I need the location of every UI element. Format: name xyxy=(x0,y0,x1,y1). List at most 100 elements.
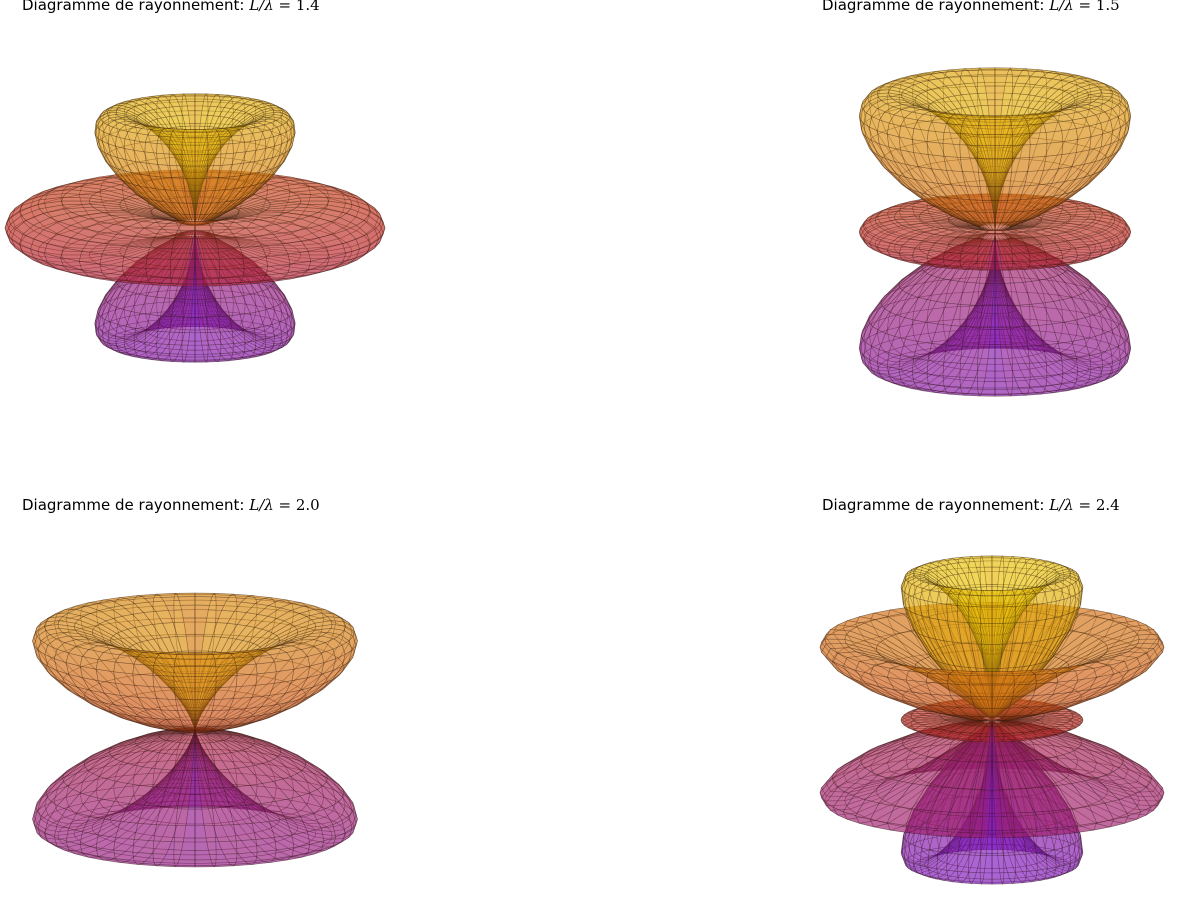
surface-facet xyxy=(118,100,133,104)
surface-facet xyxy=(103,344,114,351)
surface-facet xyxy=(195,242,199,259)
surface-facet xyxy=(155,188,172,203)
surface-facet xyxy=(179,319,190,326)
surface-facet xyxy=(242,330,254,340)
surface-facet xyxy=(177,287,186,303)
surface-facet xyxy=(191,242,195,259)
surface-facet xyxy=(196,184,202,200)
surface-facet xyxy=(145,353,162,360)
surface-facet xyxy=(150,233,183,247)
surface-facet xyxy=(226,236,255,242)
surface-facet xyxy=(189,258,194,275)
surface-facet xyxy=(201,219,222,226)
surface-facet xyxy=(194,196,201,218)
surface-facet xyxy=(154,169,179,174)
surface-facet xyxy=(228,96,245,103)
surface-facet xyxy=(217,116,230,129)
surface-facet xyxy=(233,141,251,161)
surface-facet xyxy=(202,235,207,239)
surface-facet xyxy=(246,229,277,237)
surface-facet xyxy=(194,227,197,244)
surface-facet xyxy=(193,212,196,229)
surface-facet xyxy=(194,252,206,266)
surface-facet xyxy=(139,344,155,353)
surface-facet xyxy=(183,294,191,306)
surface-facet xyxy=(206,318,220,325)
surface-facet xyxy=(216,235,241,239)
surface-facet xyxy=(173,213,191,225)
surface-facet xyxy=(319,183,347,192)
surface-facet xyxy=(223,179,245,201)
surface-facet xyxy=(284,137,293,154)
surface-facet xyxy=(61,254,91,260)
surface-facet xyxy=(141,179,167,191)
surface-facet xyxy=(153,206,185,222)
surface-facet xyxy=(282,240,309,255)
surface-facet xyxy=(156,152,171,166)
surface-facet xyxy=(130,267,148,284)
surface-facet xyxy=(200,270,207,286)
surface-facet xyxy=(94,129,99,146)
surface-facet xyxy=(248,353,263,359)
surface-facet xyxy=(204,138,219,158)
surface-facet xyxy=(189,196,196,218)
surface-facet xyxy=(256,124,271,132)
surface-facet xyxy=(224,325,238,330)
surface-facet xyxy=(363,215,381,230)
surface-facet xyxy=(198,270,204,285)
surface-facet xyxy=(192,242,195,260)
surface-facet xyxy=(200,319,211,326)
surface-facet xyxy=(32,225,60,239)
surface-facet xyxy=(63,179,90,191)
surface-facet xyxy=(194,212,196,229)
surface-facet xyxy=(181,122,196,140)
surface-facet xyxy=(263,206,299,212)
surface-facet xyxy=(269,318,282,330)
surface-facet xyxy=(187,257,193,274)
surface-facet xyxy=(65,206,99,213)
surface-facet xyxy=(140,254,164,275)
surface-facet xyxy=(130,293,148,314)
surface-facet xyxy=(194,212,197,229)
surface-facet xyxy=(255,171,274,191)
surface-facet xyxy=(345,216,368,232)
surface-facet xyxy=(201,167,208,184)
surface-facet xyxy=(98,121,108,133)
surface-facet xyxy=(110,260,143,272)
surface-facet xyxy=(123,138,136,151)
surface-facet xyxy=(261,272,279,291)
surface-facet xyxy=(194,229,216,240)
surface-facet xyxy=(199,270,205,285)
surface-facet xyxy=(276,344,287,351)
surface-facet xyxy=(176,98,188,107)
surface-facet xyxy=(182,131,196,139)
surface-facet xyxy=(288,332,295,343)
surface-facet xyxy=(175,157,185,172)
surface-facet xyxy=(205,141,215,151)
surface-facet xyxy=(326,243,347,258)
surface-facet xyxy=(165,133,177,142)
surface-facet xyxy=(144,341,158,354)
surface-facet xyxy=(161,128,173,143)
surface-facet xyxy=(266,286,283,306)
surface-facet xyxy=(197,182,202,199)
surface-facet xyxy=(167,146,179,160)
surface-facet xyxy=(242,313,256,324)
surface-facet xyxy=(223,197,245,213)
surface-facet xyxy=(167,203,189,221)
surface-facet xyxy=(134,184,159,204)
surface-facet xyxy=(60,257,83,271)
surface-facet xyxy=(95,116,102,128)
surface-facet xyxy=(238,96,253,101)
surface-facet xyxy=(197,257,203,274)
surface-facet xyxy=(238,161,258,182)
surface-facet xyxy=(178,231,192,243)
surface-facet xyxy=(155,202,182,221)
surface-facet xyxy=(229,323,242,335)
surface-facet xyxy=(156,143,170,155)
surface-facet xyxy=(110,154,124,172)
surface-facet xyxy=(110,307,124,325)
surface-facet xyxy=(174,285,183,301)
surface-facet xyxy=(214,142,224,157)
surface-facet xyxy=(178,241,191,254)
